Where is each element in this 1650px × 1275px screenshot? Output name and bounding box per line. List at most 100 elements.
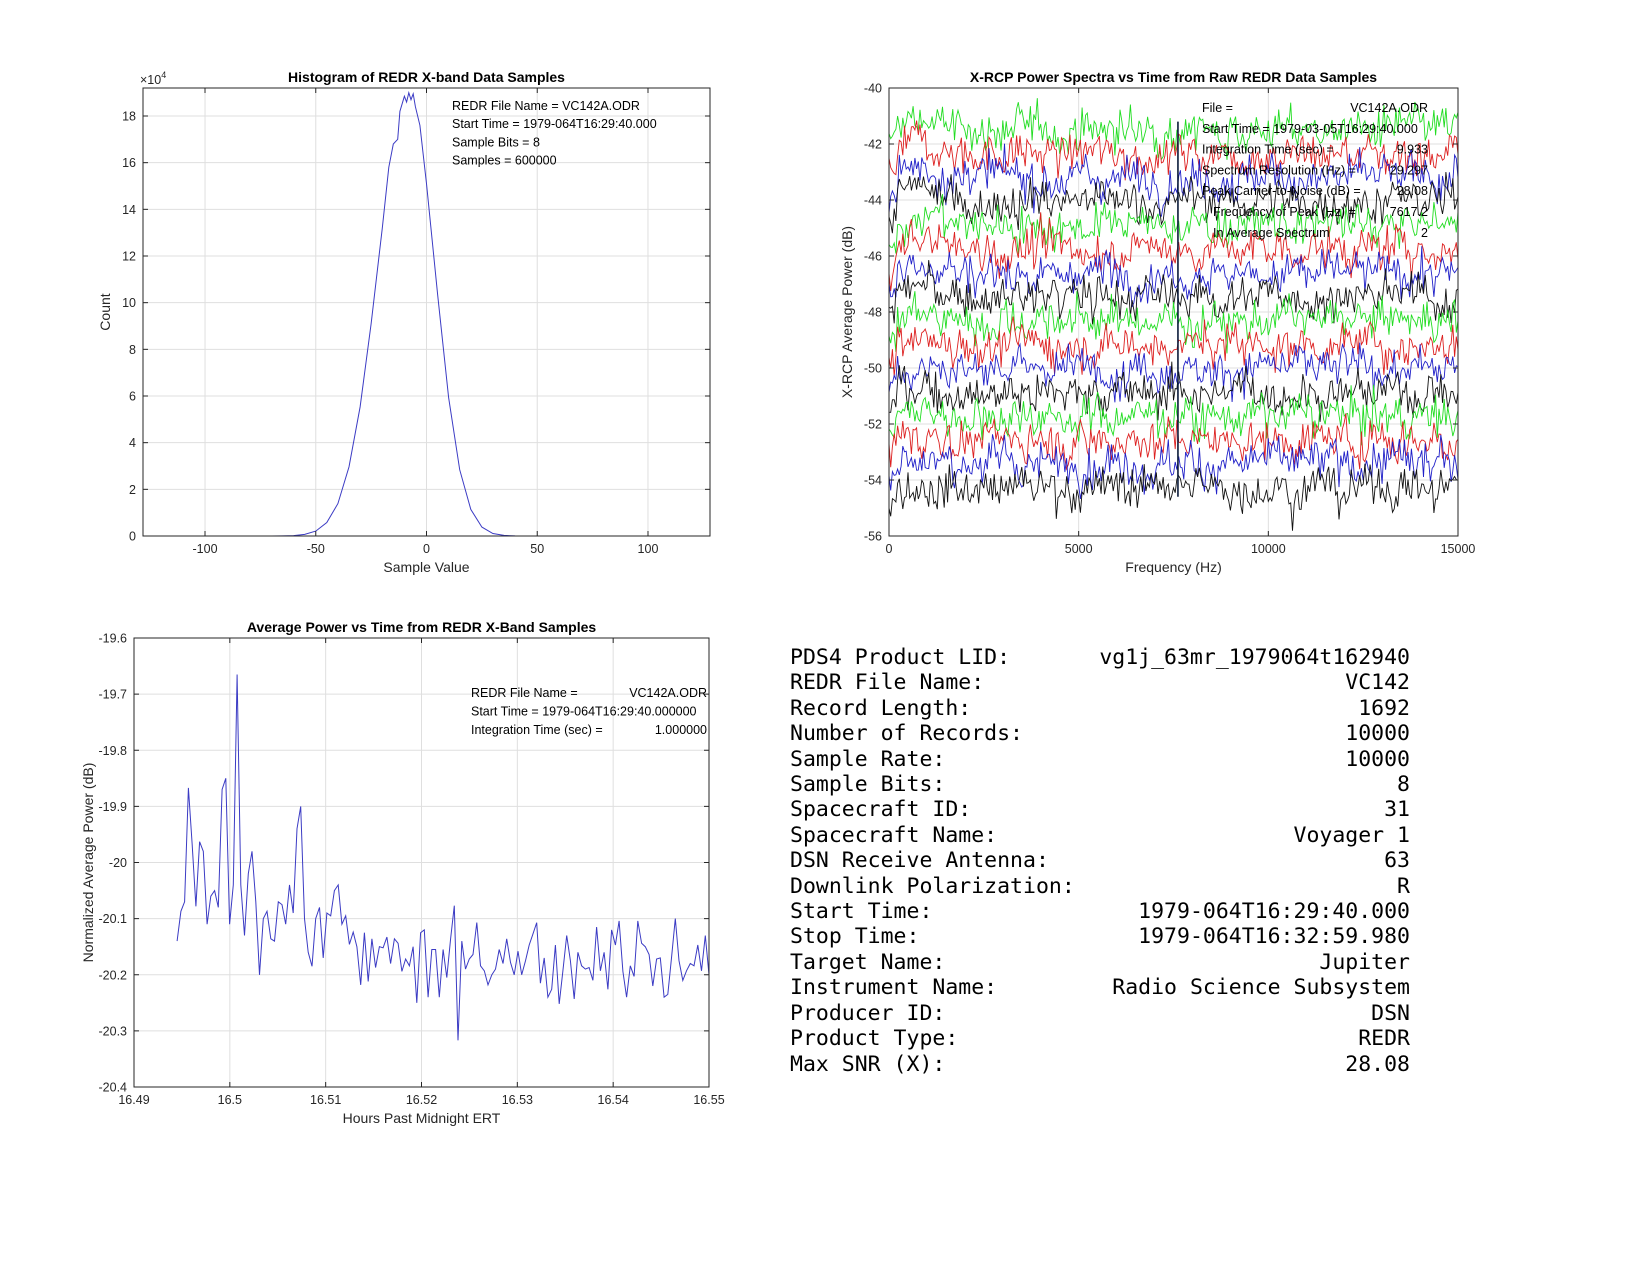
y-tick-label: -42 <box>864 138 882 152</box>
multiplier-base: ×10 <box>140 73 161 87</box>
y-tick-label: 18 <box>122 110 136 124</box>
y-tick-label: 12 <box>122 250 136 264</box>
spectrum-line <box>888 384 1459 446</box>
info-label: Sample Rate: <box>790 746 946 772</box>
spectrum-line <box>888 463 1459 531</box>
y-tick-label: -19.9 <box>99 800 128 814</box>
axes-frame: 0 5000 10000 15000 -56 -54 -52 -50 -48 -46 -44 -42 -… <box>864 82 1476 557</box>
info-label: REDR File Name: <box>790 670 985 696</box>
chart-title: X-RCP Power Spectra vs Time from Raw RED… <box>970 69 1377 85</box>
annotation-box: REDR File Name = VC142A.ODR Start Time = 1… <box>471 686 707 737</box>
y-axis-label: Normalized Average Power (dB) <box>80 763 96 963</box>
y-tick-label: -54 <box>864 474 882 488</box>
multiplier-exponent: 4 <box>161 70 166 80</box>
plot-data <box>260 90 549 537</box>
info-value: Jupiter <box>1319 949 1410 975</box>
annotation-label: Frequency of Peak (Hz) = <box>1213 205 1356 219</box>
info-label: Downlink Polarization: <box>790 873 1075 899</box>
annotation-value: 29.297 <box>1390 163 1428 177</box>
y-tick-label: 14 <box>122 203 136 217</box>
annotation-value: 1.000000 <box>655 723 707 737</box>
spectrum-line <box>888 413 1459 471</box>
annotation-value: 2 <box>1421 226 1428 240</box>
y-tick-label: -20.3 <box>99 1024 128 1038</box>
annotation-label: Integration Time (sec) = <box>1202 143 1334 157</box>
chart-title: Histogram of REDR X-band Data Samples <box>288 69 565 85</box>
annotation-value: 9.933 <box>1397 143 1428 157</box>
spectrum-line <box>888 316 1459 377</box>
plot-data <box>176 674 710 1041</box>
y-tick-label: 16 <box>122 156 136 170</box>
y-tick-label: -20.4 <box>99 1081 128 1095</box>
spectrum-line <box>888 120 1459 181</box>
annotation-box: REDR File Name = VC142A.ODR Start Time = … <box>452 99 657 168</box>
spectrum-line <box>888 291 1459 354</box>
info-row: DSN Receive Antenna: 63 <box>790 848 1410 873</box>
info-value: vg1j_63mr_1979064t162940 <box>1099 645 1410 670</box>
x-tick-label: 5000 <box>1065 542 1093 556</box>
x-tick-label: 16.54 <box>598 1093 629 1107</box>
x-tick-label: -100 <box>193 542 218 556</box>
y-tick-label: 6 <box>129 390 136 404</box>
y-tick-label: -20.1 <box>99 912 128 926</box>
info-value: VC142 <box>1345 670 1410 696</box>
spectrum-line <box>888 342 1459 403</box>
info-label: Target Name: <box>790 949 946 975</box>
annotation-label: REDR File Name = <box>471 686 578 700</box>
y-tick-label: 4 <box>129 436 136 450</box>
y-axis-label: X-RCP Average Power (dB) <box>839 226 855 398</box>
y-tick-label: -20 <box>109 856 127 870</box>
x-tick-label: 0 <box>423 542 430 556</box>
axes-frame: 16.49 16.5 16.51 16.52 16.53 16.54 16.55 -20.4 -… <box>99 632 725 1108</box>
info-row: REDR File Name: VC142 <box>790 670 1410 695</box>
x-tick-label: 16.51 <box>310 1093 341 1107</box>
info-value: 63 <box>1384 848 1410 874</box>
info-row: Product Type: REDR <box>790 1026 1410 1051</box>
annotation-label: Sample Bits = 8 <box>452 135 540 149</box>
info-row: Spacecraft Name: Voyager 1 <box>790 823 1410 848</box>
annotation-label: Samples = 600000 <box>452 154 557 168</box>
grid <box>143 88 710 537</box>
info-row: Instrument Name: Radio Science Subsystem <box>790 975 1410 1000</box>
y-tick-label: -56 <box>864 530 882 544</box>
info-value: 1979-064T16:32:59.980 <box>1138 924 1410 950</box>
y-tick-label: -46 <box>864 250 882 264</box>
info-value: 1692 <box>1358 695 1410 721</box>
annotation-label: Spectrum Resolution (Hz) = <box>1202 163 1356 177</box>
info-label: PDS4 Product LID: <box>790 645 1011 670</box>
info-row: Number of Records: 10000 <box>790 721 1410 746</box>
info-value: 1979-064T16:29:40.000 <box>1138 899 1410 925</box>
info-row: Sample Bits: 8 <box>790 772 1410 797</box>
spectrum-line <box>888 171 1459 234</box>
info-row: Target Name: Jupiter <box>790 950 1410 975</box>
info-label: Max SNR (X): <box>790 1051 946 1077</box>
x-tick-label: 16.49 <box>118 1093 149 1107</box>
y-tick-label: -52 <box>864 418 882 432</box>
y-tick-label: -20.2 <box>99 968 128 982</box>
y-tick-label: 10 <box>122 296 136 310</box>
chart-1: -100 -50 0 50 100 0 2 4 6 8 10 12 14 16 18 Histogram of… <box>97 69 711 575</box>
y-tick-label: -40 <box>864 82 882 96</box>
chart-title: Average Power vs Time from REDR X-Band S… <box>247 619 597 635</box>
info-row: Downlink Polarization: R <box>790 874 1410 899</box>
y-tick-label: 0 <box>129 530 136 544</box>
x-axis-label: Sample Value <box>383 559 469 575</box>
info-row: Record Length: 1692 <box>790 696 1410 721</box>
info-value: REDR <box>1358 1026 1410 1052</box>
info-label: Sample Bits: <box>790 772 946 798</box>
info-label: DSN Receive Antenna: <box>790 848 1049 874</box>
spectrum-line <box>888 361 1459 422</box>
average-power-line <box>176 674 710 1041</box>
info-row: PDS4 Product LID: vg1j_63mr_1979064t16294… <box>790 645 1410 670</box>
info-row: Start Time: 1979-064T16:29:40.000 <box>790 899 1410 924</box>
info-label: Stop Time: <box>790 924 920 950</box>
annotation-label: Integration Time (sec) = <box>471 723 603 737</box>
y-tick-label: 8 <box>129 343 136 357</box>
spectrum-line <box>888 98 1459 161</box>
plot-data <box>888 98 1459 531</box>
product-info-table: PDS4 Product LID: vg1j_63mr_1979064t16294… <box>790 645 1410 1077</box>
info-row: Spacecraft ID: 31 <box>790 797 1410 822</box>
info-label: Spacecraft Name: <box>790 822 998 848</box>
histogram-line <box>260 90 549 537</box>
